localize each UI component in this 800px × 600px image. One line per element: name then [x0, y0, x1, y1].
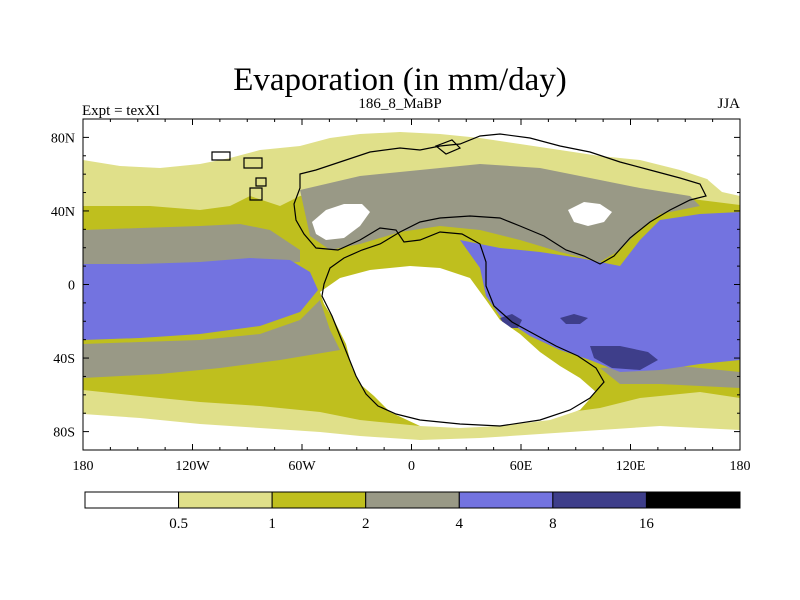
field-white-gondwana [320, 266, 596, 428]
field-grey-south-pacific [83, 300, 340, 378]
colorbar-box-2 [271, 491, 367, 509]
field-grey-eurasia [300, 164, 700, 262]
y-axis: 80N 40N 0 40S 80S [51, 118, 740, 451]
field-white-north [83, 119, 740, 184]
x-tick-label-4: 60E [510, 459, 533, 474]
field-white-laurasia-west [312, 204, 370, 240]
colorbar-box-1 [178, 491, 273, 509]
colorbar-box-4 [458, 491, 554, 509]
colorbar-label-4: 8 [549, 516, 557, 532]
colorbar-label-1: 1 [268, 516, 276, 532]
y-tick-label-3: 40S [53, 352, 75, 367]
x-axis: 180 120W 60W 0 60E 120E 180 [73, 119, 751, 474]
time-label: 186_8_MaBP [358, 96, 442, 112]
field-darkblue-max-3 [560, 314, 588, 324]
colorbar-label-5: 16 [639, 516, 655, 532]
colorbar-label-0: 0.5 [169, 516, 188, 532]
x-tick-label-0: 180 [73, 459, 94, 474]
colorbar-box-6 [645, 491, 741, 509]
field-darkblue-max-1 [590, 346, 658, 370]
map-field [83, 119, 740, 450]
x-tick-label-3: 0 [408, 459, 415, 474]
field-grey-north-pacific [83, 224, 300, 266]
y-tick-label-0: 80N [51, 131, 75, 146]
colorbar-label-2: 2 [362, 516, 370, 532]
x-tick-label-2: 60W [288, 459, 316, 474]
field-blue-pacific [83, 258, 318, 340]
coastline [293, 133, 707, 427]
colorbar-label-3: 4 [456, 516, 464, 532]
x-tick-label-6: 180 [730, 459, 751, 474]
coastline-north-islands [211, 139, 462, 201]
colorbar-box-0 [84, 491, 180, 509]
colorbar-box-3 [365, 491, 460, 509]
field-white-arctic-gap [700, 160, 740, 196]
colorbar: 0.5 1 2 4 8 16 [84, 491, 741, 532]
y-tick-label-2: 0 [68, 279, 75, 294]
map-title: Evaporation (in mm/day) [233, 62, 567, 98]
x-tick-label-5: 120E [616, 459, 646, 474]
experiment-label: Expt = texXl [82, 103, 160, 119]
field-white-south [83, 414, 740, 450]
colorbar-box-5 [552, 491, 647, 509]
y-tick-label-4: 80S [53, 426, 75, 441]
field-white-east-asia [568, 202, 612, 226]
y-tick-label-1: 40N [51, 205, 75, 220]
x-tick-label-1: 120W [175, 459, 210, 474]
season-label: JJA [717, 96, 740, 112]
